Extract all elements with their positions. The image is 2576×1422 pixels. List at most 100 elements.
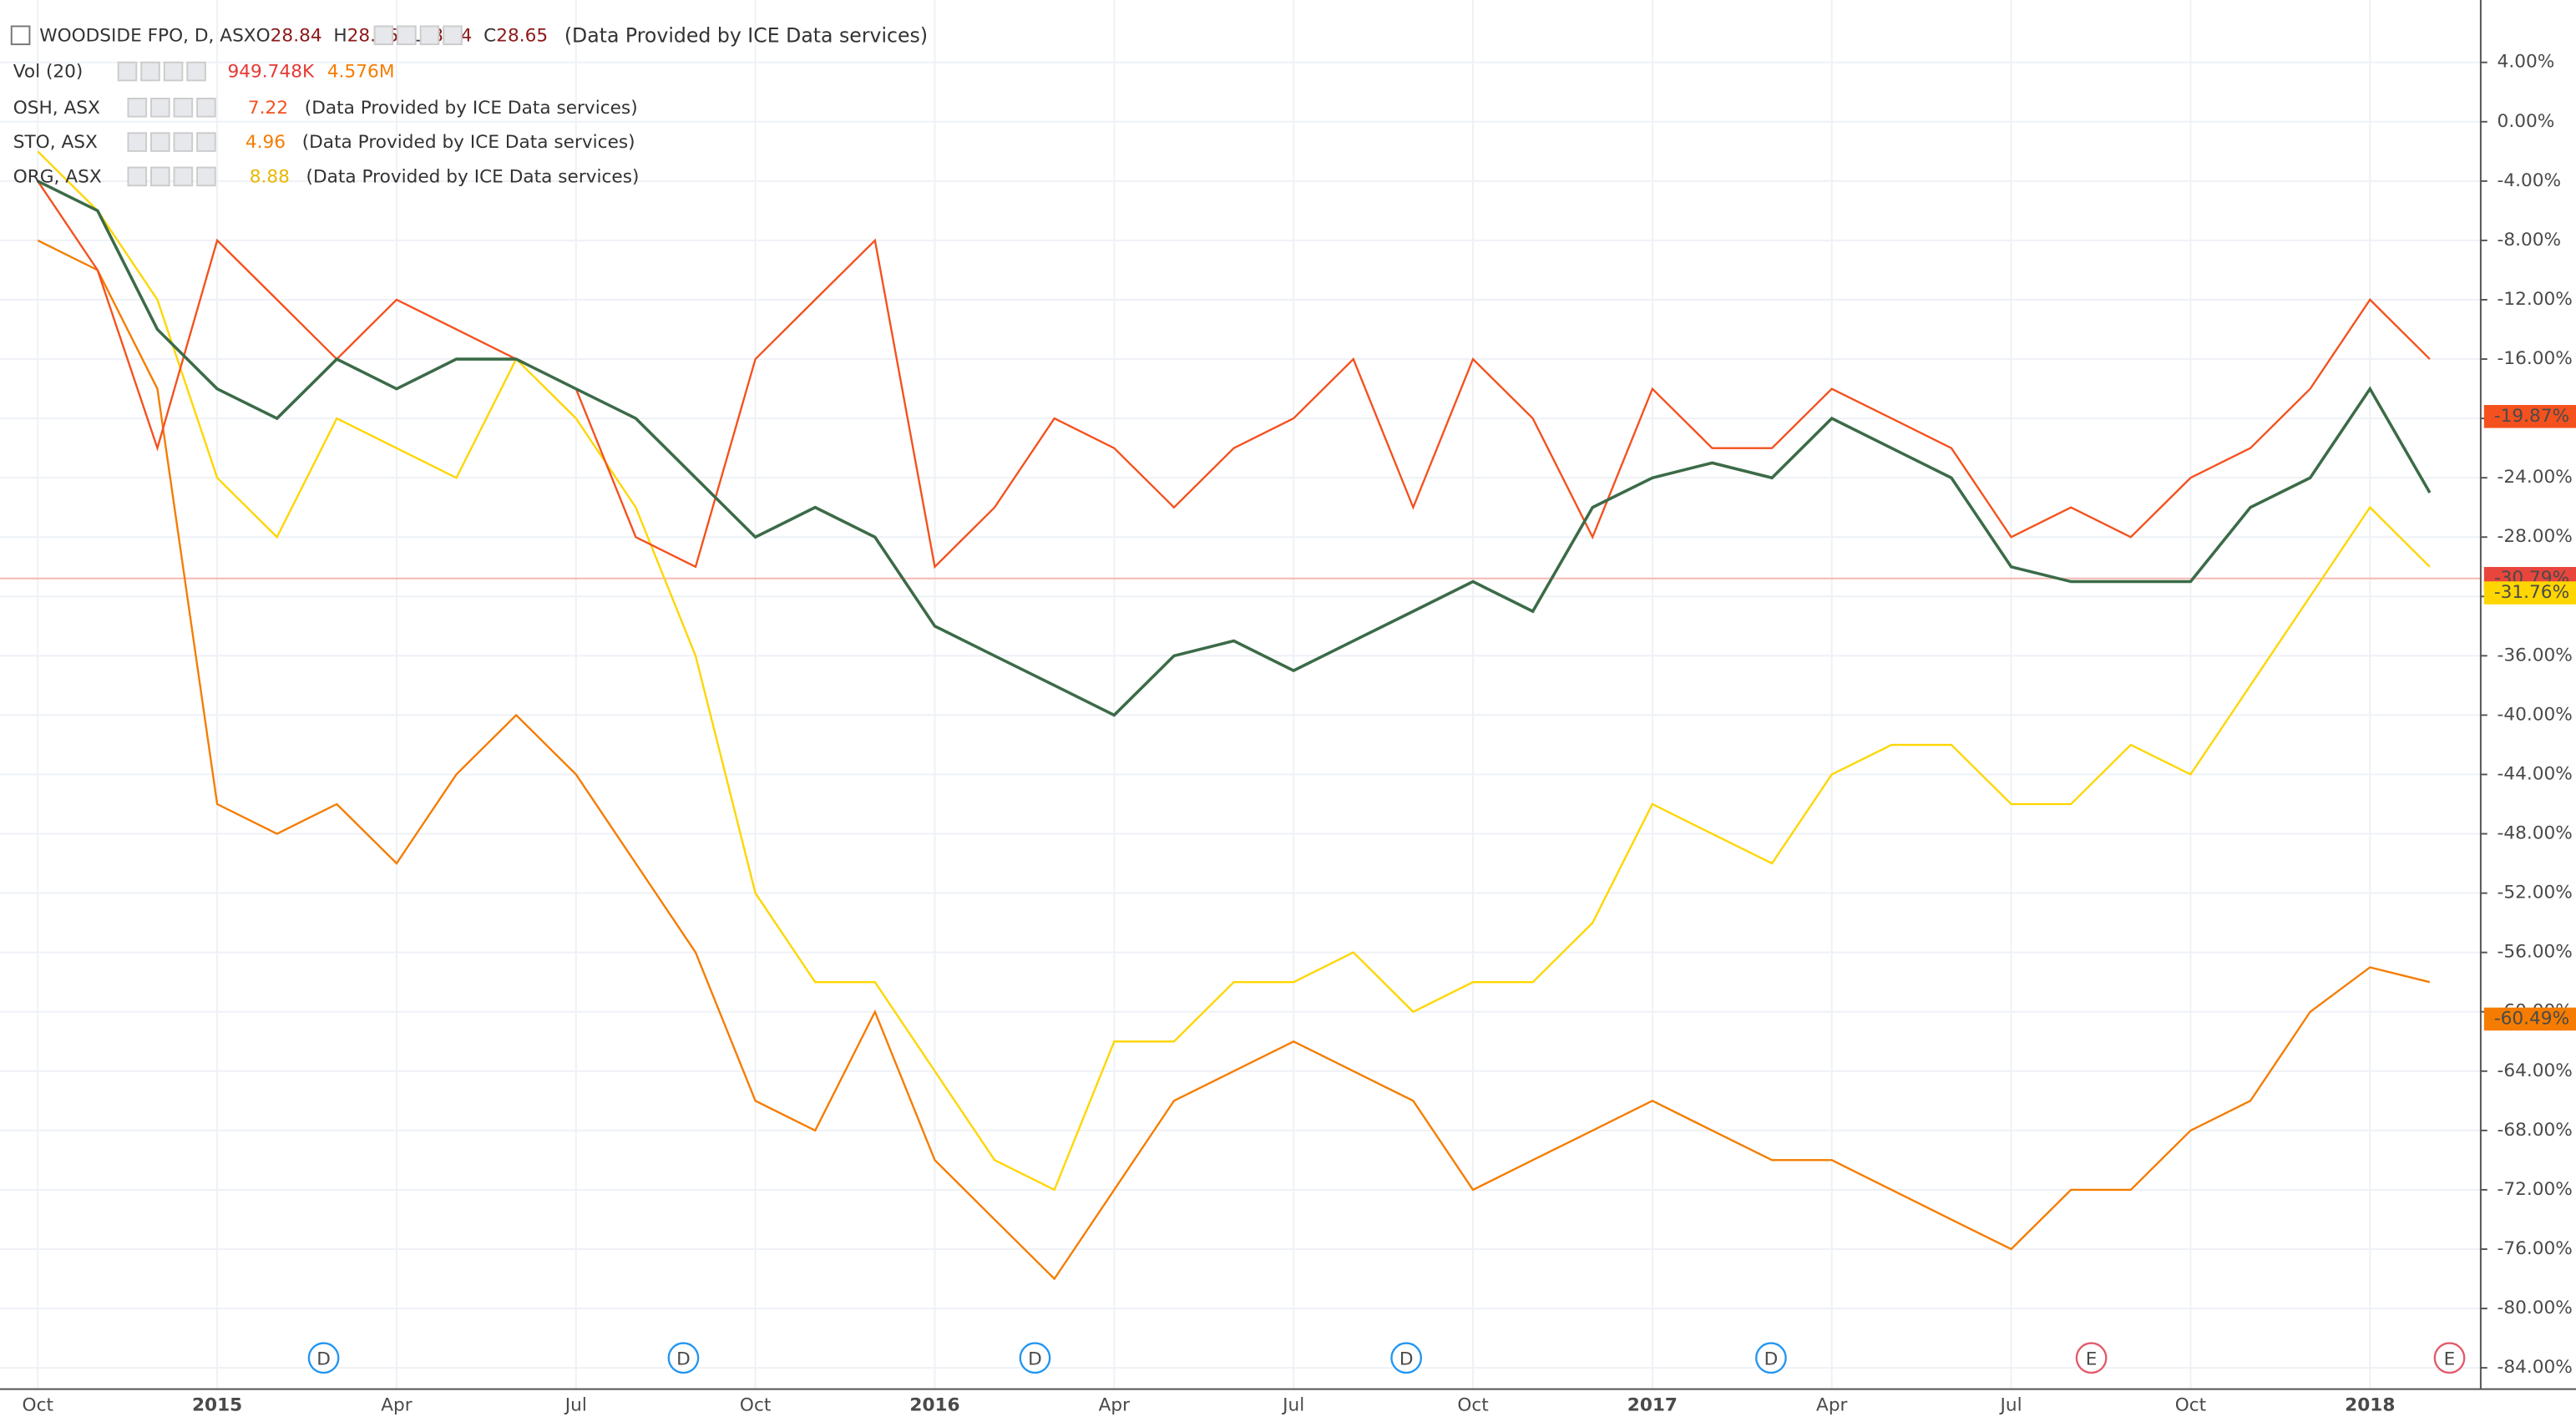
y-tick-label: -64.00% — [2498, 1060, 2573, 1081]
legend-button[interactable] — [196, 98, 216, 118]
event-marker[interactable] — [1019, 1342, 1051, 1374]
series-value: 4.96 — [245, 132, 286, 153]
x-tick-label: Apr — [1099, 1394, 1131, 1415]
collapse-button[interactable] — [10, 25, 31, 46]
event-marker[interactable] — [2433, 1342, 2466, 1374]
legend: WOODSIDE FPO, D, ASXO28.84H28.95L28.54C2… — [10, 23, 928, 187]
series-value: 7.22 — [248, 98, 288, 119]
y-tick-label: -48.00% — [2498, 823, 2573, 844]
legend-button[interactable] — [397, 25, 417, 46]
axes: 4.00%0.00%-4.00%-8.00%-12.00%-16.00%-20.… — [23, 52, 2576, 1415]
y-tick-label: -12.00% — [2498, 289, 2573, 310]
x-tick-label: Jul — [1281, 1394, 1304, 1415]
y-tick-label: -16.00% — [2498, 348, 2573, 369]
last-value-label: -19.87% — [2494, 406, 2569, 427]
legend-button[interactable] — [127, 98, 148, 118]
source: (Data Provided by ICE Data services) — [305, 98, 638, 119]
series-line — [37, 180, 2431, 569]
volume-name: Vol (20) — [13, 62, 84, 83]
legend-button[interactable] — [127, 166, 148, 187]
legend-button[interactable] — [117, 61, 138, 82]
event-marker[interactable] — [1390, 1342, 1423, 1374]
legend-button[interactable] — [173, 98, 194, 118]
y-tick-label: -4.00% — [2498, 170, 2562, 191]
legend-button[interactable] — [443, 25, 463, 46]
legend-button[interactable] — [163, 61, 184, 82]
event-marker[interactable] — [1755, 1342, 1787, 1374]
grid — [0, 0, 2481, 1389]
x-tick-label: 2015 — [192, 1394, 242, 1415]
y-tick-label: -68.00% — [2498, 1120, 2573, 1141]
last-value-tag — [2483, 581, 2576, 605]
y-tick-label: -8.00% — [2498, 230, 2562, 250]
legend-button[interactable] — [186, 61, 206, 82]
event-label: D — [1764, 1349, 1779, 1369]
legend-button[interactable] — [150, 98, 170, 118]
series-name: STO, ASX — [13, 132, 98, 153]
x-tick-label: 2016 — [909, 1394, 959, 1415]
y-tick-label: -84.00% — [2498, 1357, 2573, 1378]
x-tick-label: Apr — [381, 1394, 412, 1415]
legend-button[interactable] — [196, 166, 216, 187]
series-name: ORG, ASX — [13, 166, 102, 187]
source: (Data Provided by ICE Data services) — [306, 166, 640, 187]
source: (Data Provided by ICE Data services) — [564, 23, 928, 47]
legend-button[interactable] — [196, 132, 216, 152]
x-tick-label: 2018 — [2345, 1394, 2395, 1415]
last-value-label: -31.76% — [2494, 582, 2569, 603]
legend-button[interactable] — [173, 132, 194, 152]
volume-value: 949.748K — [228, 62, 315, 83]
volume-value: 4.576M — [327, 62, 395, 83]
event-label: E — [2444, 1349, 2456, 1369]
x-tick-label: Oct — [740, 1394, 771, 1415]
legend-button[interactable] — [127, 132, 148, 152]
series-line — [37, 239, 2431, 1281]
series-line — [37, 150, 2431, 1192]
x-tick-label: 2017 — [1627, 1394, 1678, 1415]
ohlc-key: C — [483, 25, 496, 46]
x-tick-label: Oct — [2175, 1394, 2206, 1415]
volume-legend: Vol (20) 949.748K 4.576M — [13, 62, 395, 83]
event-label: D — [1399, 1349, 1414, 1369]
y-tick-label: -80.00% — [2498, 1298, 2573, 1318]
event-marker[interactable] — [667, 1342, 700, 1374]
series-line — [37, 180, 2432, 717]
legend-button[interactable] — [419, 25, 440, 46]
y-tick-label: -76.00% — [2498, 1238, 2573, 1259]
y-tick-label: -56.00% — [2498, 942, 2573, 963]
series-value: 8.88 — [250, 166, 290, 187]
legend-button[interactable] — [150, 132, 170, 152]
event-label: D — [1028, 1349, 1042, 1369]
legend-header: WOODSIDE FPO, D, ASXO28.84H28.95L28.54C2… — [39, 23, 928, 47]
event-label: D — [676, 1349, 691, 1369]
x-tick-label: Jul — [564, 1394, 587, 1415]
legend-button[interactable] — [140, 61, 160, 82]
ohlc-value: 28.65 — [496, 25, 548, 46]
series-legend: ORG, ASX 8.88 (Data Provided by ICE Data s… — [13, 166, 640, 187]
legend-button[interactable] — [173, 166, 194, 187]
ohlc-value: 28.84 — [271, 25, 322, 46]
y-tick-label: 0.00% — [2498, 111, 2555, 132]
y-tick-label: -36.00% — [2498, 645, 2573, 665]
y-tick-label: -72.00% — [2498, 1179, 2573, 1200]
y-tick-label: -28.00% — [2498, 526, 2573, 547]
event-marker[interactable] — [2075, 1342, 2108, 1374]
legend-button[interactable] — [373, 25, 394, 46]
y-tick-label: -44.00% — [2498, 763, 2573, 784]
y-tick-label: -24.00% — [2498, 467, 2573, 488]
last-value-tag — [2483, 1007, 2576, 1031]
series-name: OSH, ASX — [13, 98, 100, 119]
x-tick-label: Oct — [1457, 1394, 1488, 1415]
series-legend: OSH, ASX 7.22 (Data Provided by ICE Data s… — [13, 98, 638, 119]
y-tick-label: -52.00% — [2498, 883, 2573, 903]
x-tick-label: Jul — [1999, 1394, 2022, 1415]
source: (Data Provided by ICE Data services) — [302, 132, 635, 153]
event-label: E — [2086, 1349, 2098, 1369]
event-marker[interactable] — [307, 1342, 340, 1374]
symbol: WOODSIDE FPO, D, ASX — [39, 25, 256, 46]
ohlc-key: H — [333, 25, 347, 46]
ohlc-key: O — [256, 25, 271, 46]
legend-button[interactable] — [150, 166, 170, 187]
